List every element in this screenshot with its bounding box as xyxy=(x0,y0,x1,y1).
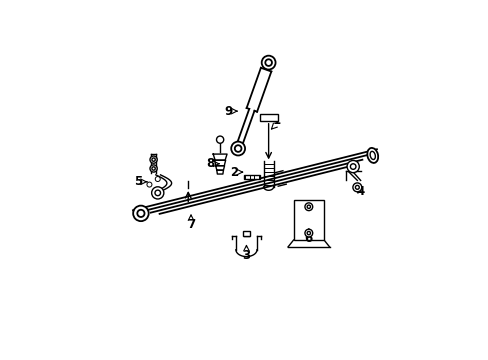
Circle shape xyxy=(305,229,312,237)
Circle shape xyxy=(151,187,163,199)
Circle shape xyxy=(306,231,310,235)
Circle shape xyxy=(306,205,310,208)
Circle shape xyxy=(231,141,244,156)
Polygon shape xyxy=(214,160,225,166)
Circle shape xyxy=(355,185,359,189)
Polygon shape xyxy=(213,154,226,160)
Circle shape xyxy=(305,203,312,211)
Text: 2: 2 xyxy=(229,166,238,179)
Text: 3: 3 xyxy=(242,249,250,262)
Circle shape xyxy=(350,164,355,169)
Ellipse shape xyxy=(366,148,377,163)
Circle shape xyxy=(150,165,157,172)
Text: 4: 4 xyxy=(355,185,364,198)
Circle shape xyxy=(146,182,152,187)
Circle shape xyxy=(152,167,155,170)
Circle shape xyxy=(265,59,271,66)
Circle shape xyxy=(155,190,160,195)
Circle shape xyxy=(216,136,224,143)
Circle shape xyxy=(137,210,144,217)
Circle shape xyxy=(346,161,359,173)
Text: 7: 7 xyxy=(186,218,195,231)
Text: 8: 8 xyxy=(206,157,214,170)
Polygon shape xyxy=(215,166,224,170)
Ellipse shape xyxy=(369,151,375,159)
Text: 9: 9 xyxy=(224,105,232,118)
Text: 5: 5 xyxy=(134,175,142,188)
Text: 1: 1 xyxy=(272,114,281,127)
Circle shape xyxy=(133,206,148,221)
Circle shape xyxy=(155,176,160,181)
Polygon shape xyxy=(216,170,223,174)
FancyBboxPatch shape xyxy=(259,114,277,121)
FancyBboxPatch shape xyxy=(293,200,324,240)
Circle shape xyxy=(150,156,157,163)
Circle shape xyxy=(234,145,241,152)
FancyBboxPatch shape xyxy=(243,175,260,180)
Circle shape xyxy=(352,183,361,192)
Circle shape xyxy=(261,56,275,69)
Text: 6: 6 xyxy=(304,232,312,245)
Circle shape xyxy=(152,158,155,161)
FancyBboxPatch shape xyxy=(243,231,249,236)
